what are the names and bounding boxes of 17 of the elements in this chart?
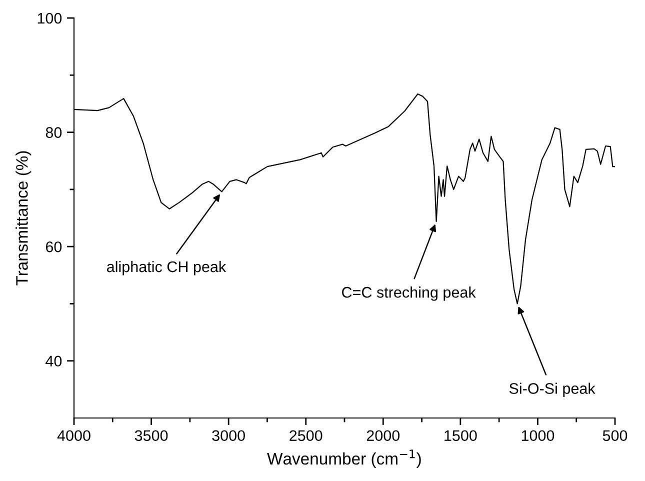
x-axis-title: Wavenumber (cm$^{−1}$) (267, 450, 421, 468)
x-tick-label: 1500 (444, 430, 477, 442)
y-tick-label: 80 (46, 127, 62, 138)
y-tick-label: 60 (46, 241, 62, 252)
x-tick-label: 2500 (290, 430, 322, 442)
annotation: Si-O-Si peak (509, 382, 596, 397)
y-tick-label: 40 (46, 356, 62, 367)
annotation: aliphatic CH peak (107, 260, 226, 276)
x-tick-label: 2000 (366, 430, 400, 442)
x-tick-label: 4000 (57, 430, 90, 442)
x-tick-label: 500 (602, 430, 628, 442)
x-tick-label: 1000 (522, 430, 554, 442)
x-tick-label: 3000 (212, 430, 245, 442)
annotation: C=C streching peak (342, 286, 476, 301)
y-axis-title: Transmittance (%) (16, 151, 32, 286)
x-tick-label: 3500 (134, 430, 168, 442)
y-tick-label: 100 (38, 12, 62, 24)
